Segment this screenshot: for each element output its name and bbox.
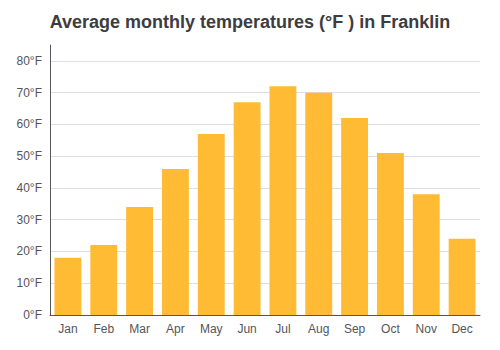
svg-text:70°F: 70°F [17,86,42,100]
svg-text:May: May [200,322,223,336]
svg-text:10°F: 10°F [17,276,42,290]
svg-text:30°F: 30°F [17,213,42,227]
svg-text:Apr: Apr [166,322,185,336]
svg-text:Oct: Oct [381,322,400,336]
svg-text:Dec: Dec [451,322,472,336]
svg-text:Nov: Nov [416,322,437,336]
svg-text:Jul: Jul [275,322,290,336]
svg-text:20°F: 20°F [17,244,42,258]
svg-text:Aug: Aug [308,322,329,336]
svg-text:0°F: 0°F [23,308,42,322]
svg-text:Jan: Jan [58,322,77,336]
svg-text:50°F: 50°F [17,149,42,163]
svg-text:60°F: 60°F [17,117,42,131]
svg-text:40°F: 40°F [17,181,42,195]
svg-text:Jun: Jun [237,322,256,336]
svg-text:Average monthly temperatures (: Average monthly temperatures (°F ) in Fr… [50,12,451,32]
svg-text:Sep: Sep [344,322,366,336]
svg-text:Mar: Mar [129,322,150,336]
svg-text:80°F: 80°F [17,54,42,68]
svg-text:Feb: Feb [93,322,114,336]
